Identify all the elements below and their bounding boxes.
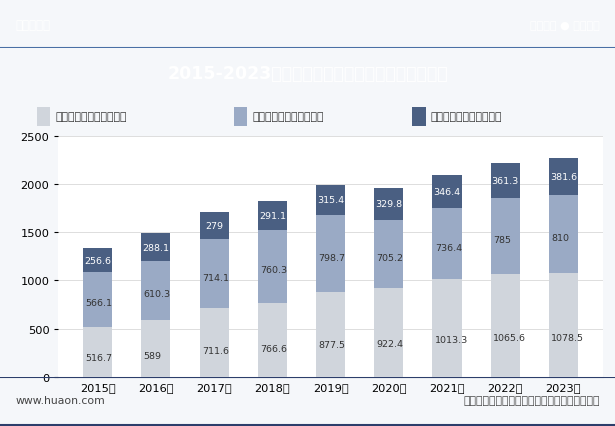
Bar [200,308,229,377]
Text: 288.1: 288.1 [143,243,169,252]
Bar [141,234,170,262]
Bar [412,107,426,127]
Text: 数据来源：福建省统计局；华经产业研究院整理: 数据来源：福建省统计局；华经产业研究院整理 [463,395,600,406]
Bar [374,220,403,288]
Bar [491,164,520,199]
Text: 922.4: 922.4 [376,339,403,348]
Bar [316,216,345,293]
Bar [258,230,287,303]
Text: 516.7: 516.7 [85,354,113,363]
Bar [258,202,287,230]
Bar [316,185,345,216]
Bar [141,262,170,320]
Text: 714.1: 714.1 [202,273,229,282]
Bar [200,213,229,240]
Text: 381.6: 381.6 [550,173,577,181]
Text: 专业严谨 ● 客观科学: 专业严谨 ● 客观科学 [530,20,600,31]
Bar [374,288,403,377]
Text: 256.6: 256.6 [84,256,111,265]
Text: 291.1: 291.1 [259,211,286,221]
Text: 785: 785 [493,236,511,245]
Text: 346.4: 346.4 [434,187,461,196]
Bar [83,248,113,273]
Text: 第一产业增加值（亿元）: 第一产业增加值（亿元） [430,111,502,121]
Bar [432,279,461,377]
Bar [491,199,520,274]
Bar [141,320,170,377]
Bar [258,303,287,377]
Text: 566.1: 566.1 [85,298,113,307]
Bar [491,274,520,377]
Bar [549,195,578,273]
Bar [432,175,461,209]
Text: 第二产业增加值（亿元）: 第二产业增加值（亿元） [252,111,323,121]
Text: 610.3: 610.3 [144,289,171,298]
Text: 1065.6: 1065.6 [493,334,526,343]
Bar [549,273,578,377]
Bar [549,158,578,195]
Text: 361.3: 361.3 [491,177,519,186]
Bar [37,107,50,127]
Bar [200,240,229,308]
Text: 798.7: 798.7 [319,253,346,262]
Text: 1078.5: 1078.5 [551,333,584,342]
Text: 589: 589 [144,351,162,360]
Text: 279: 279 [205,222,223,231]
Text: 第三产业增加值（亿元）: 第三产业增加值（亿元） [55,111,127,121]
Text: 736.4: 736.4 [435,243,462,252]
Bar [316,293,345,377]
Text: 877.5: 877.5 [319,340,346,349]
Text: 329.8: 329.8 [375,200,402,209]
Text: 760.3: 760.3 [260,266,287,275]
Bar [234,107,247,127]
Text: 315.4: 315.4 [317,196,344,205]
Text: www.huaon.com: www.huaon.com [15,395,105,406]
Bar [432,209,461,279]
Text: 1013.3: 1013.3 [435,335,468,345]
Text: 705.2: 705.2 [376,253,403,262]
Text: 2015-2023年南平市第一、第二及第三产业增加值: 2015-2023年南平市第一、第二及第三产业增加值 [167,64,448,83]
Text: 711.6: 711.6 [202,346,229,355]
Bar [83,327,113,377]
Text: 华经情报网: 华经情报网 [15,19,50,32]
Bar [374,189,403,220]
Bar [83,273,113,327]
Text: 810: 810 [551,233,569,242]
Text: 766.6: 766.6 [260,345,287,354]
